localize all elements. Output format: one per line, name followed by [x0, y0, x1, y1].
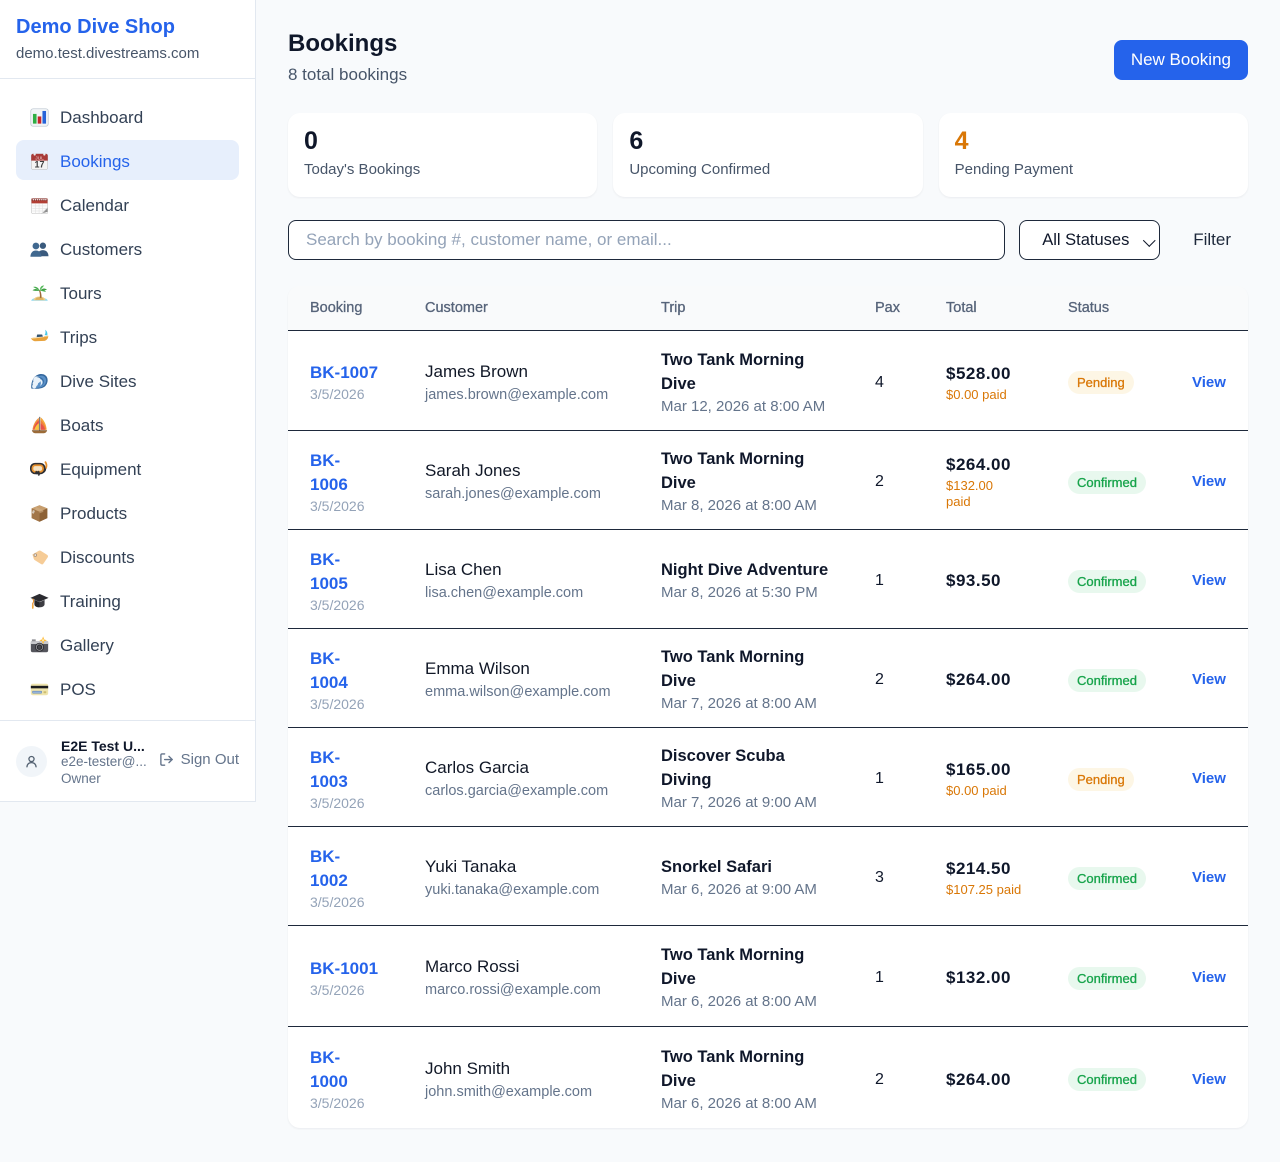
svg-text:JUL: JUL — [35, 155, 44, 161]
svg-text:17: 17 — [35, 160, 45, 170]
